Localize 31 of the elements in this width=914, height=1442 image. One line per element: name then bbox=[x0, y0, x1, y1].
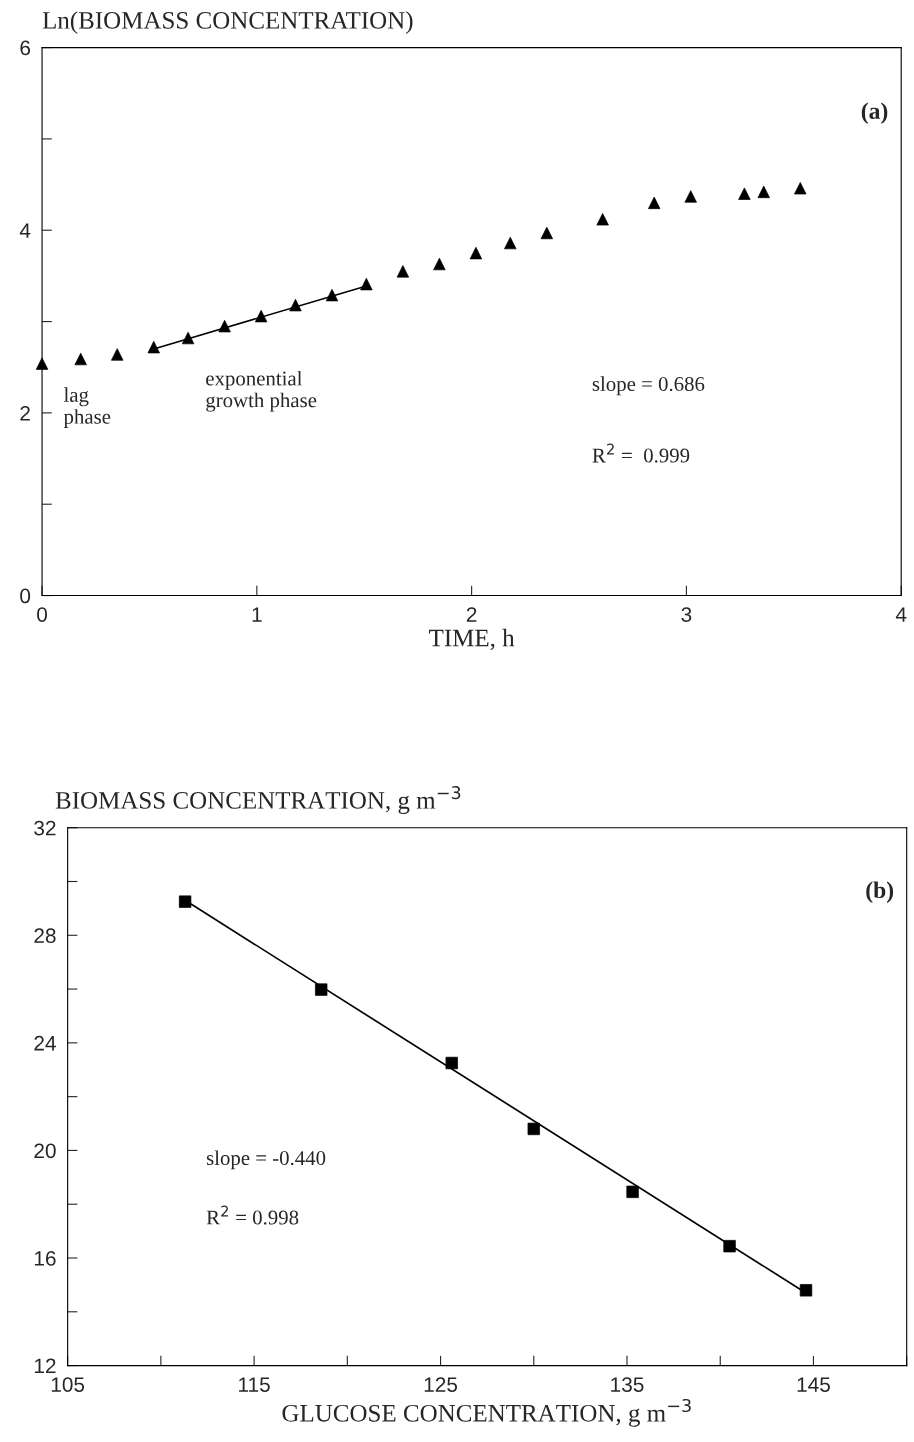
y-axis-title: Ln(BIOMASS CONCENTRATION) bbox=[42, 11, 413, 34]
y-tick-label: 12 bbox=[34, 1358, 56, 1374]
x-tick-label: 145 bbox=[797, 1377, 830, 1392]
x-tick-label: 135 bbox=[611, 1377, 644, 1392]
annotation: R$^{2}$ = 0.999 bbox=[592, 443, 690, 463]
annotation: slope = -0.440 bbox=[206, 1150, 326, 1170]
x-axis-title: TIME, h bbox=[429, 628, 515, 651]
y-tick-label: 20 bbox=[34, 1143, 56, 1159]
x-axis-title: GLUCOSE CONCENTRATION, g m$^{−3}$ bbox=[282, 1398, 691, 1427]
y-tick-label: 16 bbox=[34, 1251, 56, 1266]
x-tick-label: 105 bbox=[51, 1377, 85, 1392]
y-tick-label: 32 bbox=[34, 820, 56, 836]
annotation: exponential growth phase bbox=[206, 370, 317, 412]
x-tick-label: 2 bbox=[466, 607, 477, 622]
x-tick-label: 125 bbox=[424, 1377, 458, 1392]
y-tick-label: 28 bbox=[34, 928, 56, 944]
annotation: (a) bbox=[861, 102, 888, 124]
y-axis-title: BIOMASS CONCENTRATION, g m$^{−3}$ bbox=[55, 786, 461, 814]
annotation: lag phase bbox=[63, 387, 111, 429]
y-tick-label: 24 bbox=[34, 1035, 56, 1051]
y-tick-label: 2 bbox=[20, 405, 30, 421]
y-tick-label: 6 bbox=[20, 40, 31, 56]
annotation: R$^{2}$ = 0.998 bbox=[206, 1205, 299, 1225]
x-tick-label: 115 bbox=[239, 1377, 270, 1392]
x-tick-label: 3 bbox=[681, 607, 692, 622]
x-tick-label: 1 bbox=[252, 607, 262, 622]
y-tick-label: 4 bbox=[19, 223, 31, 238]
annotation: slope = 0.686 bbox=[592, 376, 705, 396]
x-tick-label: 4 bbox=[895, 607, 907, 622]
annotation: (b) bbox=[866, 881, 894, 903]
y-tick-label: 0 bbox=[20, 588, 31, 604]
